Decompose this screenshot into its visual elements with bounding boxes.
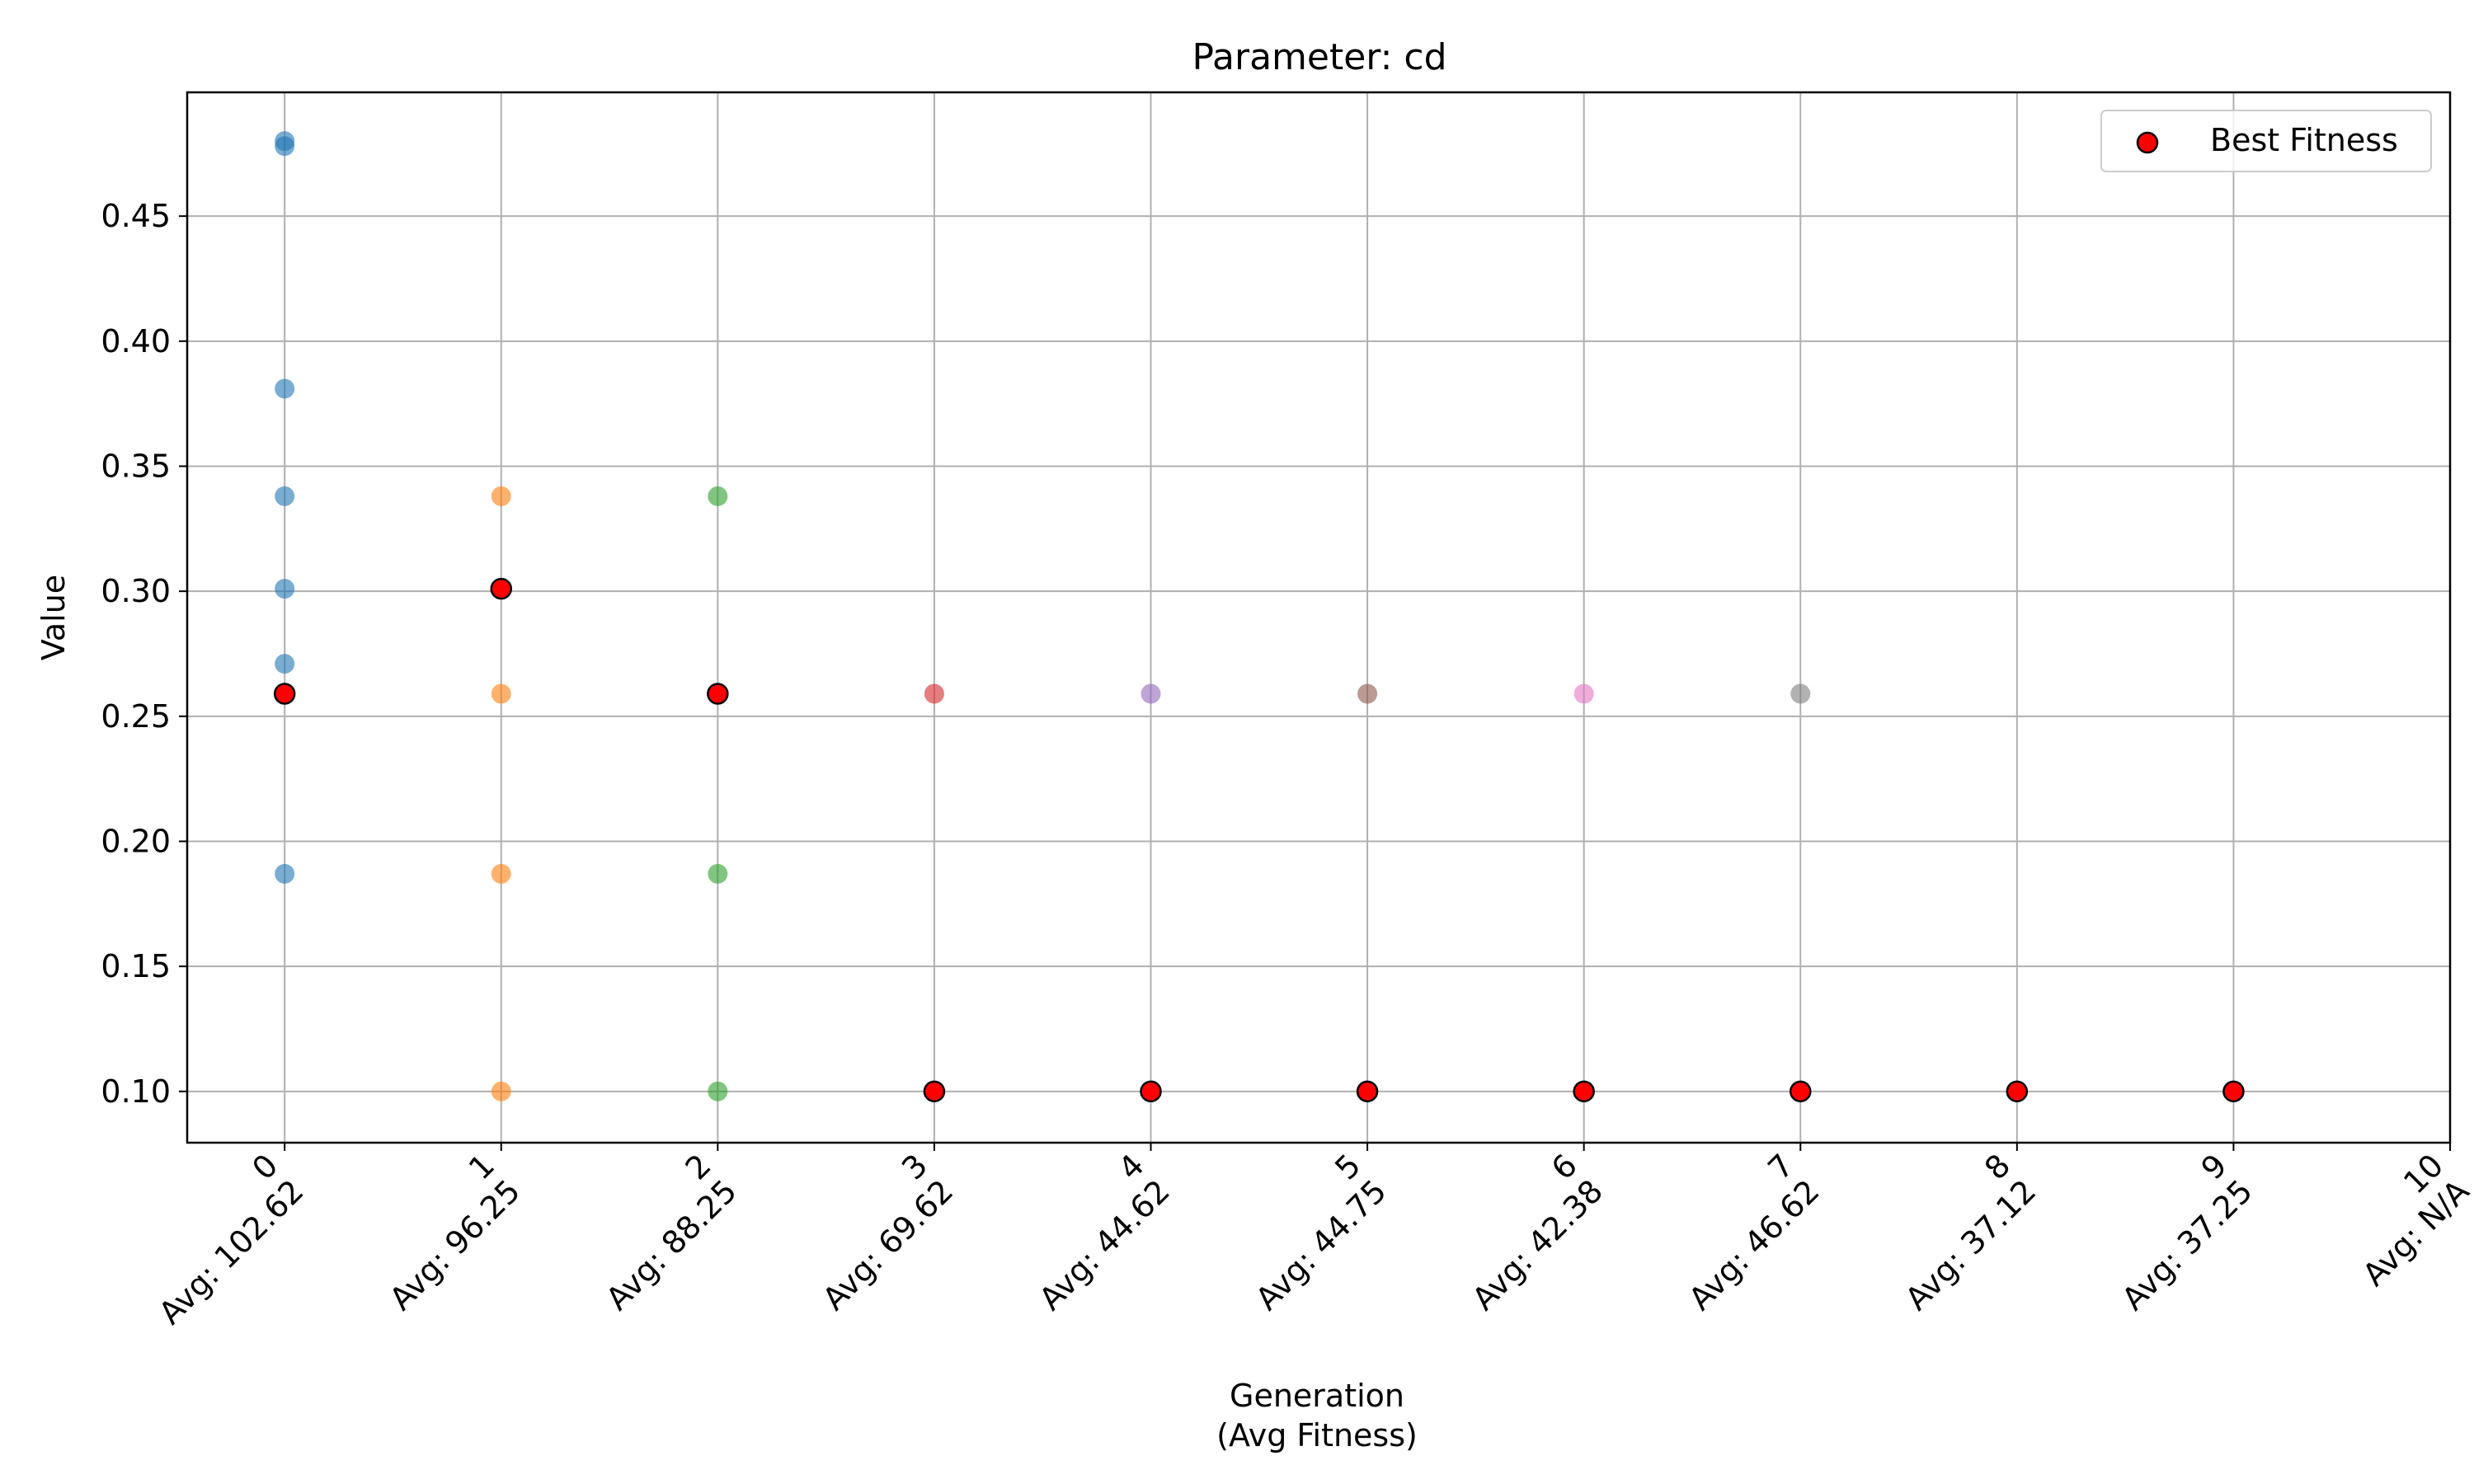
- best-fitness-point: [1573, 1080, 1595, 1103]
- scatter-point-gen-0: [275, 486, 295, 506]
- y-tick-label: 0.25: [101, 698, 171, 735]
- legend-label-best-fitness: Best Fitness: [2210, 122, 2398, 158]
- y-tick-label: 0.30: [101, 573, 171, 609]
- best-fitness-point: [490, 577, 512, 600]
- best-fitness-point: [1140, 1080, 1162, 1103]
- scatter-point-gen-2: [708, 1081, 728, 1101]
- y-tick-label: 0.20: [101, 823, 171, 859]
- scatter-point-gen-1: [491, 1081, 511, 1101]
- best-fitness-point: [1356, 1080, 1379, 1103]
- scatter-point-gen-6: [1573, 683, 1594, 704]
- scatter-point-gen-0: [275, 863, 295, 884]
- x-axis-label-line2: (Avg Fitness): [1216, 1417, 1418, 1453]
- scatter-point-gen-0: [275, 579, 295, 599]
- best-fitness-point: [2006, 1080, 2029, 1103]
- y-tick-label: 0.10: [101, 1073, 171, 1110]
- scatter-point-gen-0: [275, 654, 295, 674]
- y-axis-ticks: 0.10 0.15 0.20 0.25 0.30 0.35 0.40 0.45: [101, 198, 187, 1110]
- legend-marker-best-fitness: [2136, 131, 2159, 154]
- y-tick-label: 0.40: [101, 323, 171, 359]
- scatter-point-gen-2: [708, 486, 728, 506]
- best-fitness-point: [1789, 1080, 1812, 1103]
- scatter-point-gen-0: [275, 136, 295, 157]
- scatter-point-gen-0: [275, 378, 295, 399]
- scatter-point-gen-1: [491, 683, 511, 704]
- y-tick-label: 0.15: [101, 948, 171, 984]
- y-tick-label: 0.45: [101, 198, 171, 234]
- scatter-point-gen-1: [491, 863, 511, 884]
- legend-box: [2100, 110, 2432, 172]
- best-fitness-point: [273, 683, 296, 705]
- best-fitness-points: [273, 577, 2245, 1103]
- x-axis-label-line1: Generation: [1230, 1378, 1404, 1414]
- scatter-point-gen-3: [924, 683, 944, 704]
- y-tick-label: 0.35: [101, 448, 171, 484]
- best-fitness-point: [2222, 1080, 2245, 1103]
- scatter-point-gen-4: [1141, 683, 1161, 704]
- plot-frame: [186, 91, 2452, 1144]
- best-fitness-point: [707, 683, 729, 705]
- scatter-point-gen-5: [1357, 683, 1378, 704]
- y-axis-label: Value: [35, 575, 72, 660]
- scatter-point-gen-2: [708, 863, 728, 884]
- best-fitness-point: [923, 1080, 946, 1103]
- legend: Best Fitness: [2100, 110, 2432, 172]
- chart-title: Parameter: cd: [1192, 36, 1446, 78]
- scatter-point-gen-1: [491, 486, 511, 506]
- scatter-point-gen-7: [1790, 683, 1811, 704]
